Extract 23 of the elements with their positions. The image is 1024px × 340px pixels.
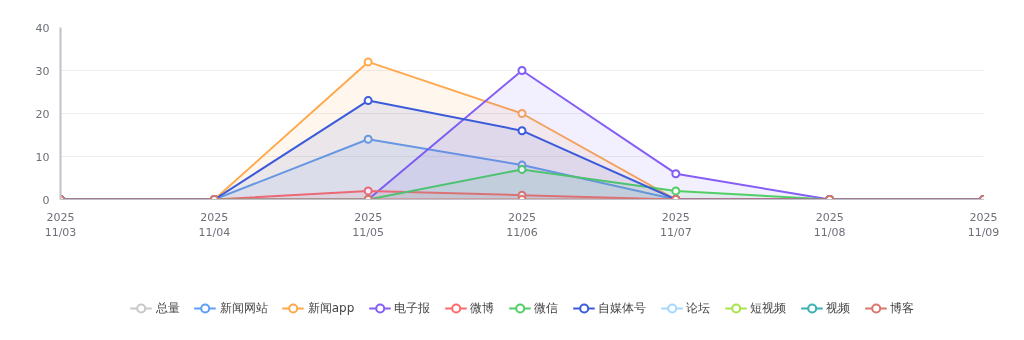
legend-label: 论坛 <box>686 299 711 317</box>
y-tick-label: 10 <box>35 150 50 164</box>
legend-label: 总量 <box>155 299 180 317</box>
legend-label: 新闻app <box>307 299 355 317</box>
legend-label: 博客 <box>890 299 915 317</box>
x-tick-label: 2025 11/08 <box>813 210 846 240</box>
x-tick-label: 2025 11/05 <box>352 210 385 240</box>
x-tick-label: 2025 11/03 <box>44 210 77 240</box>
legend-label: 自媒体号 <box>598 299 647 317</box>
legend-label: 短视频 <box>750 299 787 317</box>
x-tick-label: 2025 11/04 <box>198 210 231 240</box>
y-tick-label: 0 <box>42 193 50 207</box>
legend-label: 微博 <box>470 299 495 317</box>
y-tick-label: 20 <box>35 107 50 121</box>
x-tick-label: 2025 11/07 <box>659 210 692 240</box>
legend-label: 新闻网站 <box>219 299 268 317</box>
y-tick-label: 40 <box>35 21 50 35</box>
x-tick-label: 2025 11/06 <box>506 210 538 240</box>
x-tick-label: 2025 11/09 <box>967 210 1000 240</box>
legend-label: 电子报 <box>394 299 431 317</box>
legend-label: 微信 <box>534 299 559 317</box>
legend-label: 视频 <box>826 299 851 317</box>
y-tick-label: 30 <box>35 64 50 78</box>
